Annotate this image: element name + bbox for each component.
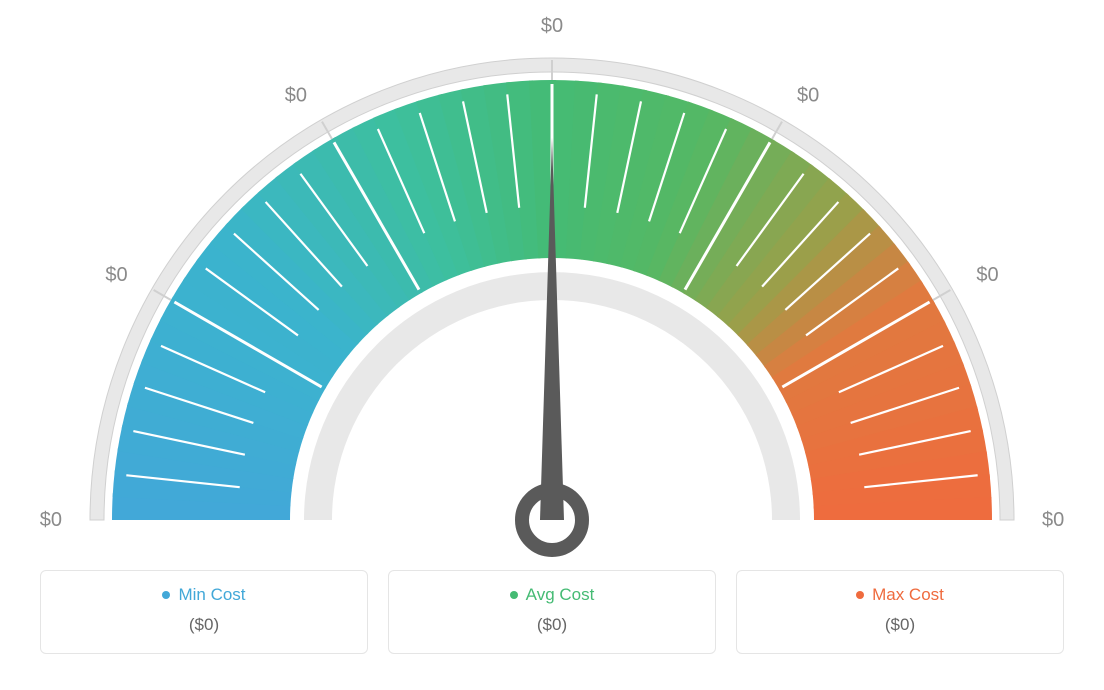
legend-card-max: Max Cost ($0) [736, 570, 1064, 654]
gauge-tick-label: $0 [976, 264, 998, 286]
gauge-tick-label: $0 [1042, 509, 1064, 531]
legend-title-min: Min Cost [162, 585, 245, 605]
gauge-tick-label: $0 [797, 85, 819, 107]
legend-label-avg: Avg Cost [526, 585, 595, 605]
gauge-tick-label: $0 [40, 509, 62, 531]
legend-dot-avg [510, 591, 518, 599]
gauge-tick-label: $0 [105, 264, 127, 286]
legend-title-max: Max Cost [856, 585, 944, 605]
gauge-tick-label: $0 [541, 15, 563, 37]
legend-value-min: ($0) [51, 615, 357, 635]
legend-label-min: Min Cost [178, 585, 245, 605]
legend-dot-max [856, 591, 864, 599]
legend-dot-min [162, 591, 170, 599]
legend-value-max: ($0) [747, 615, 1053, 635]
gauge-tick-label: $0 [285, 85, 307, 107]
legend-card-min: Min Cost ($0) [40, 570, 368, 654]
legend-label-max: Max Cost [872, 585, 944, 605]
gauge-container: $0 $0 $0 $0 $0 $0 $0 [0, 0, 1104, 560]
legend-card-avg: Avg Cost ($0) [388, 570, 716, 654]
legend-row: Min Cost ($0) Avg Cost ($0) Max Cost ($0… [0, 560, 1104, 654]
legend-value-avg: ($0) [399, 615, 705, 635]
legend-title-avg: Avg Cost [510, 585, 595, 605]
gauge-svg: $0 $0 $0 $0 $0 $0 $0 [0, 0, 1104, 560]
